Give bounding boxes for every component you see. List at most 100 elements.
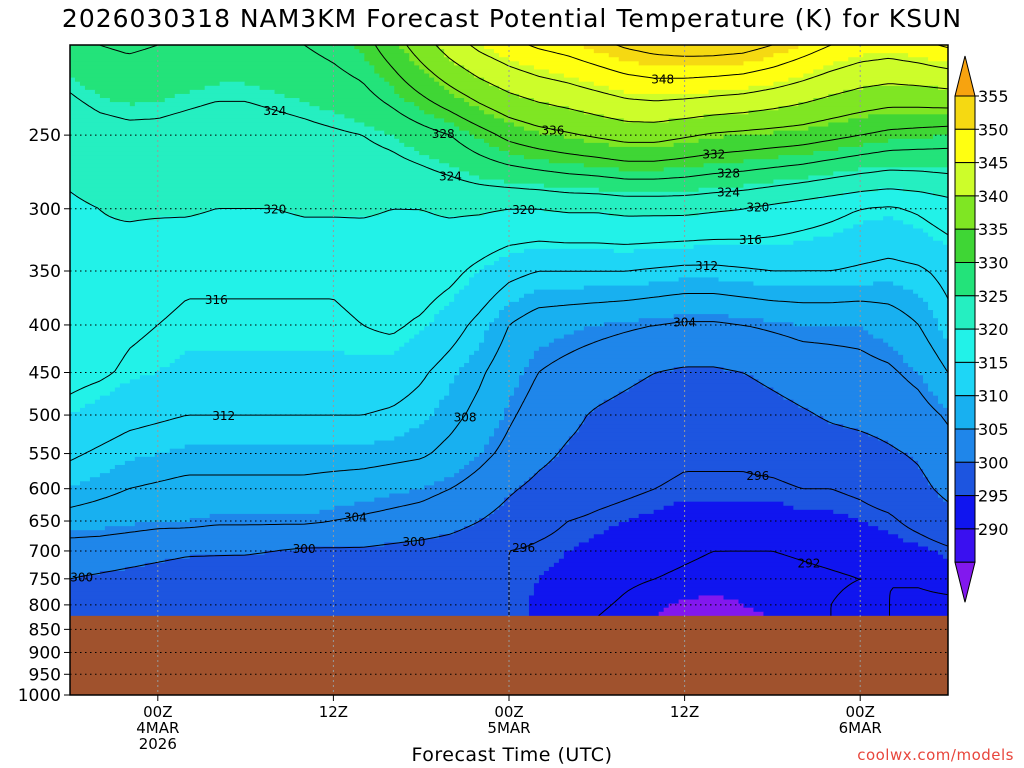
theta-cell: [943, 554, 948, 560]
theta-cell: [70, 371, 156, 376]
theta-cell: [204, 85, 261, 91]
theta-cell: [434, 212, 485, 217]
theta-cell: [70, 330, 420, 336]
theta-cell: [903, 220, 948, 226]
theta-cell: [79, 575, 540, 580]
theta-cell: [903, 285, 948, 291]
theta-cell: [70, 179, 505, 185]
theta-cell: [70, 489, 410, 495]
colorbar-label-295: 295: [978, 487, 1009, 506]
colorbar-segment: [954, 162, 976, 197]
colorbar-bottom-arrow: [954, 561, 976, 603]
theta-cell: [563, 134, 725, 140]
theta-cell: [583, 163, 705, 168]
theta-cell: [908, 363, 948, 368]
theta-cell: [70, 171, 470, 177]
theta-cell: [409, 53, 445, 58]
theta-cell: [369, 61, 415, 66]
theta-cell: [389, 81, 440, 87]
theta-cell: [638, 513, 849, 519]
theta-cell: [70, 61, 370, 66]
theta-cell: [454, 473, 535, 478]
theta-cell: [70, 452, 156, 458]
theta-cell: [668, 603, 745, 609]
theta-cell: [518, 61, 640, 66]
theta-cell: [439, 534, 595, 539]
theta-cell: [449, 89, 510, 95]
theta-cell: [928, 57, 948, 62]
theta-cell: [84, 199, 789, 205]
theta-cell: [753, 375, 924, 380]
theta-cell: [299, 546, 575, 552]
theta-cell: [399, 45, 440, 50]
theta-cell: [813, 98, 948, 103]
theta-cell: [543, 183, 745, 189]
colorbar-label-320: 320: [978, 320, 1009, 339]
theta-cell: [548, 69, 814, 75]
xtick-label: 00Z: [143, 703, 172, 721]
theta-cell: [70, 358, 176, 364]
x-axis-label: Forecast Time (UTC): [411, 744, 613, 766]
theta-cell: [504, 179, 774, 185]
theta-cell: [933, 485, 948, 491]
theta-cell: [399, 346, 480, 352]
theta-cell: [504, 497, 944, 503]
xtick-label: 12Z: [319, 703, 348, 721]
theta-cell: [419, 65, 465, 71]
theta-cell: [638, 379, 760, 385]
theta-cell: [843, 424, 948, 429]
theta-cell: [70, 183, 545, 189]
theta-cell: [189, 89, 276, 95]
theta-cell: [923, 375, 948, 380]
colorbar-segment: [954, 528, 976, 563]
theta-cell: [888, 342, 948, 348]
theta-cell: [603, 114, 705, 119]
theta-cell: [928, 546, 948, 552]
theta-cell: [933, 310, 948, 315]
theta-cell: [504, 411, 590, 417]
theta-cell: [154, 452, 480, 458]
contour-308: [70, 293, 948, 508]
theta-cell: [878, 187, 904, 193]
ytick-label-500: 500: [29, 406, 61, 426]
theta-cell: [70, 195, 81, 201]
theta-cell: [813, 69, 948, 75]
theta-cell: [578, 428, 859, 433]
theta-cell: [159, 367, 460, 372]
theta-cell: [454, 293, 525, 299]
theta-cell: [798, 102, 948, 107]
theta-cell: [439, 81, 490, 87]
contour-label-324: 324: [717, 186, 740, 200]
theta-cell: [484, 110, 585, 115]
theta-cell: [394, 89, 450, 95]
pressure-axis: 250 300 350 400 450 500 550 600 650 700 750 800 850 9…: [18, 126, 70, 706]
ytick-label-850: 850: [29, 620, 61, 640]
theta-cell: [763, 57, 849, 62]
theta-cell: [923, 228, 948, 234]
theta-cell: [928, 301, 948, 307]
theta-cell: [698, 138, 889, 144]
theta-cell: [264, 550, 565, 556]
theta-cell: [928, 387, 948, 393]
theta-cell: [179, 354, 470, 360]
theta-cell: [479, 452, 560, 458]
ytick-label-800: 800: [29, 596, 61, 616]
theta-cell: [708, 89, 844, 95]
theta-cell: [70, 310, 440, 315]
credit-link[interactable]: coolwx.com/models: [857, 746, 1014, 764]
theta-cell: [70, 53, 365, 58]
theta-cell: [858, 517, 948, 523]
theta-cell: [898, 350, 948, 356]
ytick-label-950: 950: [29, 665, 61, 685]
theta-cell: [70, 236, 814, 242]
theta-cell: [70, 277, 470, 283]
theta-cell: [873, 334, 944, 340]
theta-cell: [474, 522, 620, 527]
contour-label-312: 312: [695, 259, 718, 273]
ytick-label-650: 650: [29, 512, 61, 532]
theta-cell: [509, 403, 600, 409]
ytick-label-550: 550: [29, 445, 61, 465]
theta-cell: [394, 85, 445, 91]
theta-cell: [409, 428, 495, 433]
theta-cell: [494, 432, 575, 438]
